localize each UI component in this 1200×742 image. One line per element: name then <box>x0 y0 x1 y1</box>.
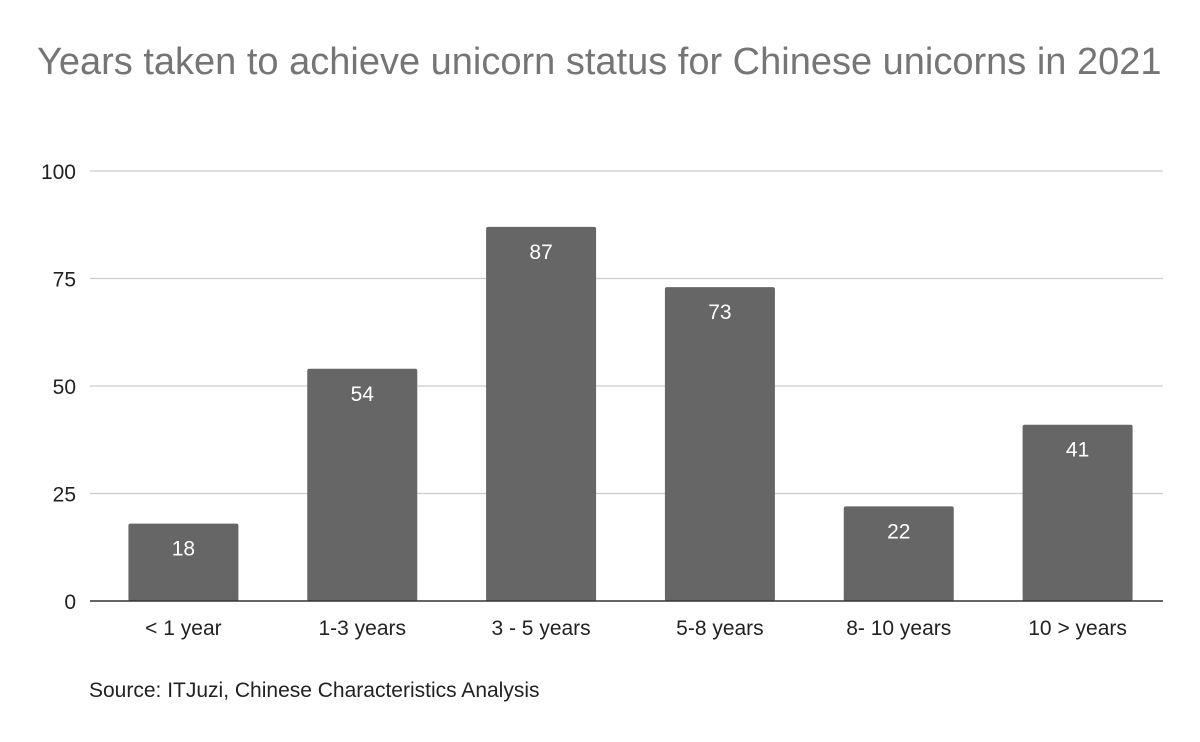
bar-value-label: 73 <box>708 301 731 324</box>
bar-value-label: 87 <box>529 241 552 264</box>
bar <box>128 523 239 601</box>
bar <box>307 368 418 601</box>
x-tick-label: < 1 year <box>145 617 221 640</box>
bar <box>486 226 597 601</box>
y-tick-label: 0 <box>64 591 76 614</box>
x-tick-label: 8- 10 years <box>846 617 951 640</box>
bars <box>128 226 1133 601</box>
bar <box>1022 424 1133 601</box>
bar-value-label: 22 <box>887 520 910 543</box>
y-tick-label: 100 <box>41 161 76 184</box>
source-note: Source: ITJuzi, Chinese Characteristics … <box>89 679 540 702</box>
bar <box>664 287 775 601</box>
bar-value-label: 18 <box>172 538 195 561</box>
x-tick-label: 10 > years <box>1028 617 1127 640</box>
bar-value-label: 41 <box>1066 439 1089 462</box>
gridlines <box>90 170 1163 495</box>
x-axis-ticks: < 1 year 1-3 years 3 - 5 years 5-8 years 8- … <box>145 617 1127 640</box>
y-axis-ticks: 0 25 50 75 100 <box>41 161 76 614</box>
bar <box>843 506 954 601</box>
bar-value-label: 54 <box>351 383 375 406</box>
y-tick-label: 50 <box>53 376 76 399</box>
x-tick-label: 3 - 5 years <box>491 617 590 640</box>
x-tick-label: 5-8 years <box>676 617 764 640</box>
data-labels: 18 54 87 73 22 41 <box>172 241 1090 561</box>
y-tick-label: 75 <box>53 269 76 292</box>
y-tick-label: 25 <box>53 484 76 507</box>
chart-title: Years taken to achieve unicorn status fo… <box>37 41 1162 83</box>
x-tick-label: 1-3 years <box>318 617 406 640</box>
